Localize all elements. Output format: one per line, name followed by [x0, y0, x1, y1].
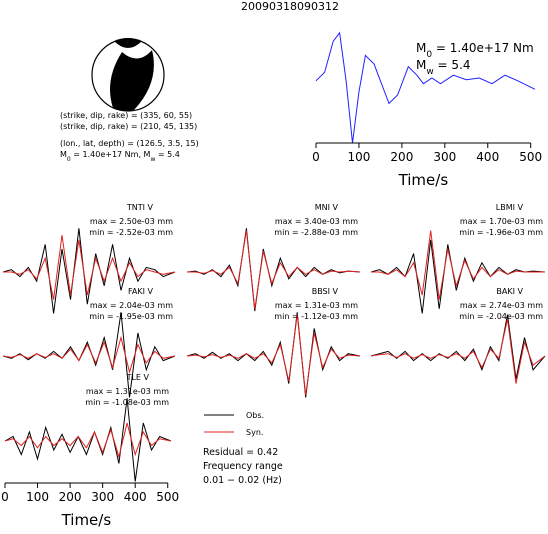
min-label: min = -1.12e-03 mm [274, 312, 358, 321]
x-tick-label: 300 [91, 490, 114, 504]
station-label: BBSI V [312, 287, 339, 296]
station-label: LBMI V [496, 203, 524, 212]
min-label: min = -2.04e-03 mm [459, 312, 543, 321]
mechanism-line: (lon., lat, depth) = (126.5, 3.5, 15) [60, 139, 199, 148]
x-tick-label: 100 [347, 150, 370, 164]
text-part: = 1.40e+17 Nm, M [71, 150, 151, 159]
station-label: BAKI V [496, 287, 523, 296]
trace [4, 422, 172, 459]
min-label: min = -1.95e-03 mm [89, 312, 173, 321]
text-part: M [416, 58, 426, 72]
x-tick-label: 500 [519, 150, 542, 164]
note: Frequency range [203, 461, 283, 472]
title: 20090318090312 [241, 0, 339, 13]
min-label: min = -1.08e-03 mm [85, 398, 169, 407]
x-tick-label: 400 [476, 150, 499, 164]
x-tick-label: 200 [59, 490, 82, 504]
subscript: 0 [426, 50, 432, 60]
moment-annotation: Mw = 5.4 [416, 58, 471, 77]
subscript: w [150, 156, 155, 163]
trace [2, 312, 176, 398]
max-label: max = 1.31e-03 mm [275, 301, 358, 310]
trace [370, 239, 546, 314]
x-tick-label: 500 [156, 490, 179, 504]
x-tick-label: 200 [390, 150, 413, 164]
x-tick-label: 0 [312, 150, 320, 164]
trace [187, 230, 361, 309]
text-part: = 5.4 [434, 58, 471, 72]
x-tick-label: 0 [1, 490, 9, 504]
x-axis-label: Time/s [398, 171, 449, 189]
beachball [91, 38, 165, 112]
max-label: max = 2.50e-03 mm [90, 217, 173, 226]
x-tick-label: 400 [124, 490, 147, 504]
trace [315, 31, 536, 144]
station-label: TLE V [126, 373, 150, 382]
note: 0.01 − 0.02 (Hz) [203, 475, 282, 486]
station-label: MNI V [315, 203, 339, 212]
mechanism-line: (strike, dip, rake) = (210, 45, 135) [60, 122, 197, 131]
max-label: max = 1.31e-03 mm [86, 387, 169, 396]
mechanism-line: (strike, dip, rake) = (335, 60, 55) [60, 111, 192, 120]
text-part: = 5.4 [155, 150, 180, 159]
trace [2, 335, 176, 374]
min-label: min = -2.52e-03 mm [89, 228, 173, 237]
text-part: = 1.40e+17 Nm [432, 41, 534, 55]
subscript: 0 [67, 156, 71, 163]
station-label: TNTI V [126, 203, 154, 212]
station-label: FAKI V [128, 287, 153, 296]
min-label: min = -1.96e-03 mm [459, 228, 543, 237]
legend-label: Syn. [246, 428, 263, 437]
max-label: max = 2.04e-03 mm [90, 301, 173, 310]
trace [370, 319, 546, 384]
min-label: min = -2.88e-03 mm [274, 228, 358, 237]
moment-line: M0 = 1.40e+17 Nm, Mw = 5.4 [60, 150, 180, 163]
x-tick-label: 100 [26, 490, 49, 504]
legend-label: Obs. [246, 411, 264, 420]
trace [371, 230, 545, 300]
trace [3, 235, 176, 300]
x-axis-label: Time/s [61, 511, 112, 529]
moment-annotation: M0 = 1.40e+17 Nm [416, 41, 534, 60]
note: Residual = 0.42 [203, 447, 278, 458]
text-part: M [60, 150, 67, 159]
trace [186, 228, 361, 312]
x-tick-label: 300 [433, 150, 456, 164]
subscript: w [426, 67, 433, 77]
trace [186, 314, 361, 396]
max-label: max = 1.70e-03 mm [460, 217, 543, 226]
text-part: M [416, 41, 426, 55]
max-label: max = 2.74e-03 mm [460, 301, 543, 310]
max-label: max = 3.40e-03 mm [275, 217, 358, 226]
trace [4, 398, 172, 482]
